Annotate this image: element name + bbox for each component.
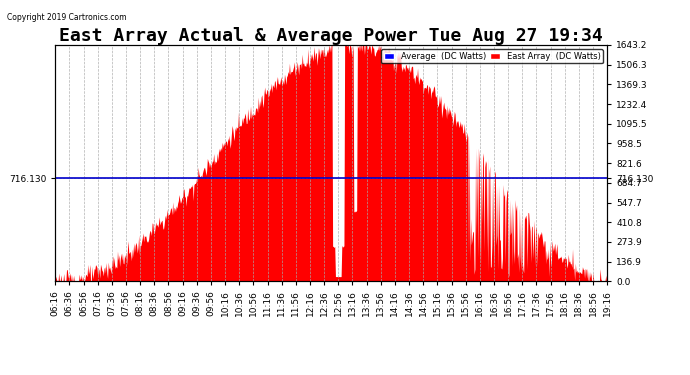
Title: East Array Actual & Average Power Tue Aug 27 19:34: East Array Actual & Average Power Tue Au… [59, 27, 603, 45]
Text: Copyright 2019 Cartronics.com: Copyright 2019 Cartronics.com [7, 13, 126, 22]
Legend: Average  (DC Watts), East Array  (DC Watts): Average (DC Watts), East Array (DC Watts… [382, 49, 603, 63]
